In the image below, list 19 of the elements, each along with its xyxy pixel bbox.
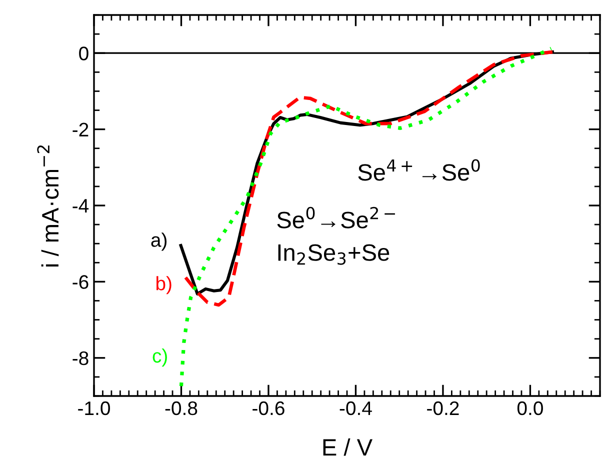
y-tick-label: -8 [72, 351, 88, 366]
series-label: c) [152, 348, 167, 367]
y-tick-label: 0 [79, 46, 88, 60]
x-tick-label: -0.8 [165, 401, 198, 416]
x-tick-label: -0.6 [252, 401, 284, 416]
annotation: Se$^{4+}$→Se$^{0}$ [358, 159, 480, 181]
series-label: b) [156, 276, 172, 294]
y-tick-label: -6 [72, 275, 88, 289]
x-tick-label: -1.0 [78, 401, 110, 416]
x-axis-title: E / V [323, 438, 372, 456]
x-tick-label: -0.2 [427, 401, 459, 416]
annotation: In$_{2}$Se$_{3}$+Se [278, 244, 390, 265]
y-tick-label: -2 [72, 122, 88, 136]
series-label: a) [151, 232, 167, 251]
x-tick-label: 0.0 [517, 401, 543, 416]
y-axis-title: i / mA·cm$^{−2}$ [37, 145, 59, 266]
x-tick-label: -0.4 [340, 401, 372, 416]
annotation: Se$^{0}$→Se$^{2−}$ [277, 206, 395, 228]
y-tick-label: -4 [72, 199, 89, 213]
